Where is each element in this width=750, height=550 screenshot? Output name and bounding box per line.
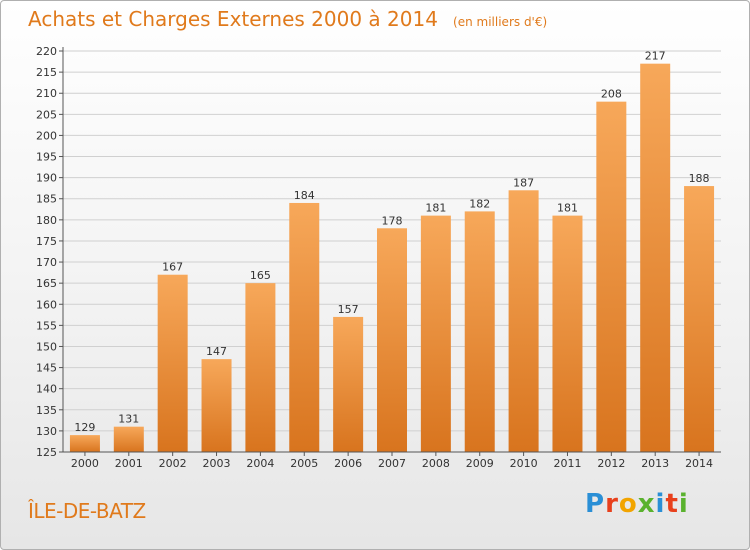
value-label: 178 <box>382 214 403 227</box>
y-tick-label: 160 <box>36 298 57 311</box>
y-tick-label: 130 <box>36 425 57 438</box>
value-label: 147 <box>206 345 227 358</box>
y-tick-label: 140 <box>36 383 57 396</box>
x-tick-label: 2011 <box>553 457 581 470</box>
y-tick-label: 170 <box>36 256 57 269</box>
axis-layer: 125 130 135 140 145 150 155 160 165 170 175 180 185 1… <box>36 45 721 470</box>
bar-2014 <box>684 186 715 453</box>
value-label: 181 <box>557 202 578 215</box>
value-label: 167 <box>162 261 183 274</box>
value-label: 188 <box>689 172 710 185</box>
x-tick-label: 2007 <box>378 457 406 470</box>
chart-unit: (en milliers d'€) <box>453 15 548 29</box>
value-label: 131 <box>118 413 139 426</box>
value-label: 165 <box>250 269 271 282</box>
bar-2002 <box>157 274 188 452</box>
y-tick-label: 200 <box>36 129 57 142</box>
x-tick-label: 2008 <box>422 457 450 470</box>
logo-letter: P <box>585 489 606 519</box>
y-tick-label: 220 <box>36 45 57 58</box>
x-tick-label: 2014 <box>685 457 713 470</box>
logo-letter: i <box>678 489 689 519</box>
x-tick-label: 2000 <box>71 457 99 470</box>
y-tick-label: 180 <box>36 214 57 227</box>
logo-letter: i <box>655 489 666 519</box>
bar-2006 <box>333 316 364 452</box>
proxiti-logo[interactable]: Proxiti <box>585 489 689 519</box>
y-tick-label: 215 <box>36 66 57 79</box>
x-tick-label: 2012 <box>597 457 625 470</box>
bar-2013 <box>640 63 671 453</box>
y-tick-label: 205 <box>36 108 57 121</box>
y-tick-label: 210 <box>36 87 57 100</box>
bars-layer: 129 131 167 147 165 184 157 178 181 182 187 181 208 2… <box>69 50 715 453</box>
value-label: 208 <box>601 88 622 101</box>
bar-2000 <box>69 435 100 452</box>
y-tick-label: 135 <box>36 404 57 417</box>
x-tick-label: 2004 <box>246 457 274 470</box>
bar-2005 <box>289 202 320 452</box>
y-tick-label: 175 <box>36 235 57 248</box>
logo-letter: r <box>605 489 619 519</box>
x-tick-label: 2009 <box>466 457 494 470</box>
value-label: 184 <box>294 189 315 202</box>
y-tick-label: 195 <box>36 151 57 164</box>
y-tick-label: 165 <box>36 277 57 290</box>
x-tick-label: 2001 <box>115 457 143 470</box>
y-tick-label: 155 <box>36 319 57 332</box>
x-tick-label: 2003 <box>203 457 231 470</box>
x-tick-label: 2013 <box>641 457 669 470</box>
bar-2011 <box>552 215 583 452</box>
bar-2010 <box>508 190 539 452</box>
bar-2009 <box>464 211 495 452</box>
y-tick-label: 190 <box>36 172 57 185</box>
bar-2004 <box>245 283 276 452</box>
y-tick-label: 125 <box>36 446 57 459</box>
bar-2007 <box>377 228 407 452</box>
bar-2012 <box>596 101 627 452</box>
y-tick-label: 145 <box>36 362 57 375</box>
value-label: 157 <box>338 303 359 316</box>
y-tick-label: 185 <box>36 193 57 206</box>
value-label: 181 <box>425 202 446 215</box>
value-label: 129 <box>74 421 95 434</box>
x-tick-label: 2006 <box>334 457 362 470</box>
logo-letter: o <box>618 489 638 519</box>
logo-letter: t <box>665 489 679 519</box>
y-tick-label: 150 <box>36 340 57 353</box>
x-tick-label: 2005 <box>290 457 318 470</box>
bar-2003 <box>201 359 232 452</box>
logo-letter: x <box>637 489 656 519</box>
x-tick-label: 2010 <box>510 457 538 470</box>
title-row: Achats et Charges Externes 2000 à 2014 (… <box>28 7 547 31</box>
bar-2008 <box>420 215 451 452</box>
bar-2001 <box>113 426 144 452</box>
chart-title: Achats et Charges Externes 2000 à 2014 <box>28 7 438 31</box>
x-tick-label: 2002 <box>159 457 187 470</box>
value-label: 217 <box>645 50 666 63</box>
value-label: 187 <box>513 176 534 189</box>
value-label: 182 <box>469 197 490 210</box>
commune-name: ÎLE-DE-BATZ <box>28 499 146 523</box>
